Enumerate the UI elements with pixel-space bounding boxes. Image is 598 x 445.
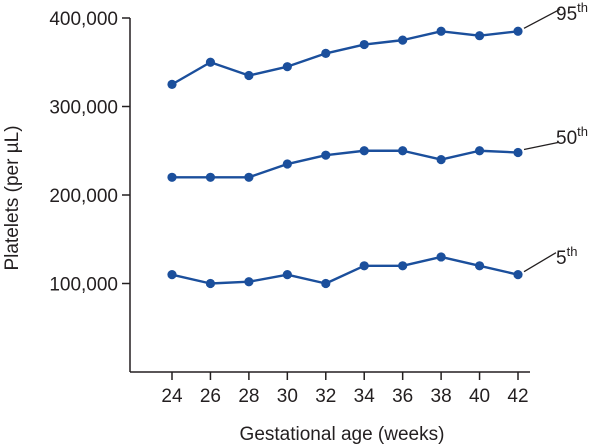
series-label-number: 95 (556, 4, 577, 25)
x-tick-label: 32 (315, 386, 336, 407)
data-point (436, 26, 446, 36)
data-point (205, 278, 216, 289)
data-point (321, 150, 331, 160)
data-point (359, 261, 369, 271)
data-point (398, 261, 408, 271)
y-tick-label: 200,000 (49, 186, 118, 207)
x-tick-label: 40 (469, 386, 490, 407)
series-layer (167, 26, 523, 289)
data-point (513, 270, 523, 280)
series-label-suffix: th (577, 0, 588, 15)
data-point (244, 70, 254, 81)
data-point (321, 48, 331, 59)
data-point (244, 172, 254, 182)
x-axis-ticks: 24 26 28 30 32 34 36 38 40 42 (161, 372, 529, 407)
series-label-number: 50 (556, 128, 577, 149)
data-point (167, 270, 177, 280)
x-tick-label: 38 (431, 386, 452, 407)
data-point (513, 26, 523, 36)
data-point (321, 278, 331, 289)
series-label: 5th (556, 244, 577, 269)
series-label: 95th (556, 0, 588, 25)
x-tick-label: 28 (238, 386, 259, 407)
series-line (171, 30, 519, 86)
series-line (172, 149, 519, 179)
y-tick-label: 400,000 (49, 9, 118, 30)
x-tick-label: 34 (354, 386, 376, 407)
data-point (282, 159, 292, 169)
data-point (474, 261, 485, 271)
axes (129, 18, 530, 373)
x-tick-label: 30 (277, 386, 298, 407)
data-point (474, 146, 485, 156)
series-label-number: 5 (556, 248, 567, 269)
data-point (474, 31, 485, 41)
data-point (359, 39, 369, 50)
y-axis-ticks: 100,000 200,000 300,000 400,000 (49, 9, 130, 296)
data-point (205, 57, 216, 67)
data-point (282, 270, 292, 280)
series-leader-line (523, 8, 561, 29)
series-line (171, 255, 519, 285)
data-point (167, 79, 177, 89)
x-tick-label: 36 (392, 386, 413, 407)
series-label-suffix: th (577, 124, 588, 139)
x-tick-label: 42 (507, 386, 528, 407)
y-tick-label: 100,000 (49, 275, 118, 296)
data-point (398, 146, 408, 156)
data-point (436, 155, 446, 165)
data-point (398, 35, 408, 45)
x-axis-title: Gestational age (weeks) (240, 424, 445, 445)
data-point (513, 147, 523, 158)
x-tick-label: 26 (200, 386, 221, 407)
y-axis-title: Platelets (per µL) (2, 125, 23, 270)
series-label-suffix: th (567, 244, 578, 259)
x-tick-label: 24 (161, 386, 183, 407)
series-leader-line (523, 252, 557, 273)
data-point (205, 172, 216, 182)
data-point (167, 172, 177, 182)
series-leader-line (523, 141, 559, 151)
data-point (244, 277, 254, 287)
y-tick-label: 300,000 (49, 98, 118, 119)
data-point (359, 146, 369, 156)
data-point (282, 62, 292, 72)
data-point (436, 252, 446, 262)
series-label: 50th (556, 124, 588, 149)
